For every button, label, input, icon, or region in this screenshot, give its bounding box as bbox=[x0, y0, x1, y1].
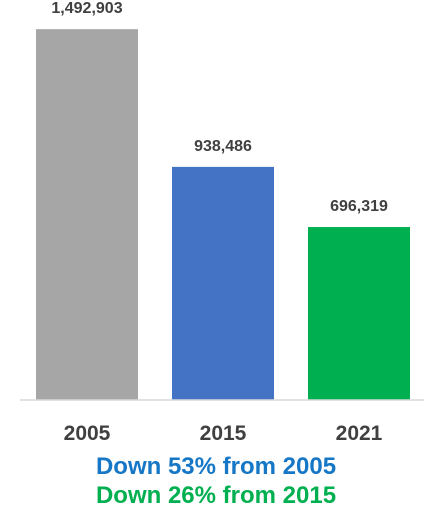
annotation-down-from-2005: Down 53% from 2005 bbox=[95, 453, 337, 480]
bar-2015 bbox=[172, 166, 274, 400]
x-tick-label-2015: 2015 bbox=[200, 422, 247, 445]
x-axis-tick-labels: 2005 2015 2021 bbox=[64, 422, 383, 445]
data-label-2015: 938,486 bbox=[194, 138, 252, 155]
x-tick-label-2005: 2005 bbox=[64, 422, 111, 445]
annotation-down-from-2015: Down 26% from 2015 bbox=[95, 482, 337, 509]
x-tick-label-2021: 2021 bbox=[336, 422, 383, 445]
bars-group bbox=[36, 29, 410, 400]
data-label-2005: 1,492,903 bbox=[51, 0, 122, 17]
data-labels-group: 1,492,903 938,486 696,319 bbox=[51, 0, 388, 215]
data-label-2021: 696,319 bbox=[330, 198, 388, 215]
bar-2021 bbox=[308, 227, 410, 400]
bar-2005 bbox=[36, 29, 138, 400]
